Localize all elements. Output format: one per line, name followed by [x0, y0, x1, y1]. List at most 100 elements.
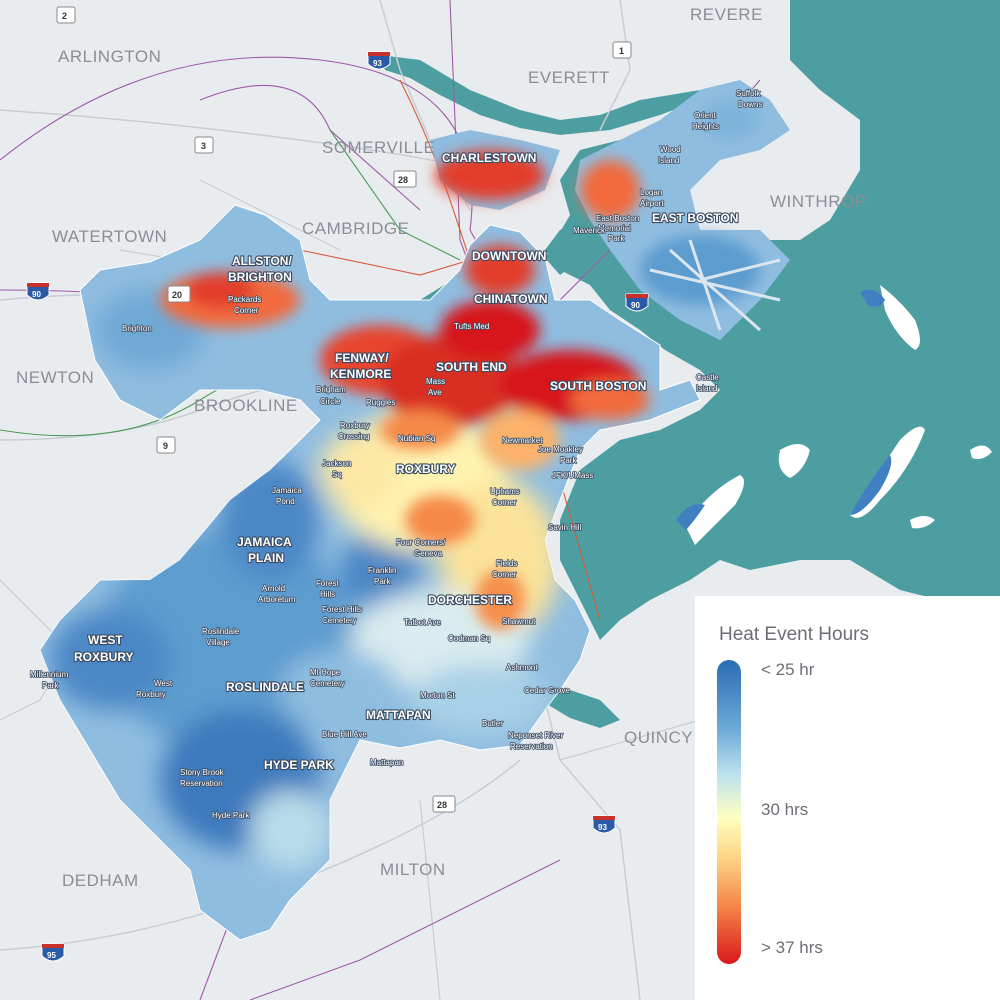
neighborhood-label: PLAIN — [248, 551, 284, 565]
neighborhood-label: ROSLINDALE — [226, 680, 304, 694]
place-label: JFK/UMass — [552, 471, 593, 480]
town-label: WINTHROP — [770, 192, 867, 211]
svg-text:28: 28 — [398, 175, 408, 185]
place-label: Crossing — [338, 432, 370, 441]
place-label: Logan — [640, 188, 662, 197]
neighborhood-label: HYDE PARK — [264, 758, 334, 772]
place-label: Roslindale — [202, 627, 240, 636]
place-label: Mt Hope — [310, 668, 341, 677]
place-label: Cedar Grove — [524, 686, 570, 695]
place-label: Fields — [496, 559, 517, 568]
svg-text:95: 95 — [47, 951, 56, 960]
airport-runways — [649, 239, 781, 332]
place-label: Corner — [234, 306, 259, 315]
place-label: Downs — [738, 100, 762, 109]
island — [685, 475, 744, 545]
place-label: Neponset River — [508, 731, 563, 740]
place-label: Joe Moakley — [538, 445, 583, 454]
place-label: East Boston — [596, 214, 639, 223]
place-label: Codman Sq — [448, 634, 490, 643]
neighborhood-label: EAST BOSTON — [652, 211, 738, 225]
place-label: Arboretum — [258, 595, 296, 604]
place-label: Circle — [320, 397, 341, 406]
neighborhood-label: CHINATOWN — [474, 292, 548, 306]
place-labels: Suffolk Downs Orient Heights Wood Island… — [29, 88, 763, 821]
route-shield: 2 — [56, 6, 76, 24]
place-label: Brighton — [122, 324, 152, 333]
place-label: Jamaica — [272, 486, 302, 495]
neighborhood-label: SOUTH END — [436, 360, 507, 374]
svg-text:2: 2 — [62, 11, 67, 21]
place-label: Park — [608, 234, 625, 243]
place-label: Jackson — [322, 459, 351, 468]
place-label: Park — [374, 577, 391, 586]
island — [880, 285, 920, 350]
place-label: Stony Brook — [180, 768, 225, 777]
island — [778, 444, 810, 478]
place-label: Pond — [276, 497, 295, 506]
place-label: Franklin — [368, 566, 396, 575]
svg-text:93: 93 — [598, 823, 607, 832]
place-label: Reservation — [180, 779, 223, 788]
neighborhood-label: ROXBURY — [74, 650, 134, 664]
route-shield: 28 — [432, 795, 456, 813]
place-label: Suffolk — [736, 89, 761, 98]
neighborhood-label: ROXBURY — [396, 462, 456, 476]
legend-label-high: < 25 hr — [761, 660, 815, 679]
legend-label-low: > 37 hrs — [761, 938, 823, 957]
neighborhood-label: BRIGHTON — [228, 270, 292, 284]
svg-text:93: 93 — [373, 59, 382, 68]
neighborhood-labels: CHARLESTOWN EAST BOSTON DOWNTOWN CHINATO… — [73, 150, 740, 773]
town-label: REVERE — [690, 5, 763, 24]
place-label: Millennium — [30, 670, 69, 679]
place-label: Ashmont — [506, 663, 538, 672]
island — [910, 516, 935, 529]
place-label: Corner — [492, 498, 517, 507]
place-label: Maverick — [573, 226, 606, 235]
island — [676, 504, 705, 530]
place-label: Geneva — [414, 549, 443, 558]
place-label: Island — [658, 156, 679, 165]
place-label: Shawmut — [502, 617, 536, 626]
place-label: Mass — [426, 377, 445, 386]
legend-color-ramp — [717, 660, 741, 964]
neighborhood-label: CHARLESTOWN — [442, 151, 536, 165]
town-label: ARLINGTON — [58, 47, 161, 66]
legend-label-mid: 30 hrs — [761, 800, 809, 819]
town-label: NEWTON — [16, 368, 94, 387]
place-label: Roxbury — [340, 421, 370, 430]
place-label: Savin Hill — [548, 523, 582, 532]
neighborhood-label: SOUTH BOSTON — [550, 379, 646, 393]
place-label: Morton St — [420, 691, 455, 700]
place-label: Airport — [640, 199, 664, 208]
place-label: Island — [696, 384, 717, 393]
neighborhood-label: KENMORE — [330, 367, 391, 381]
place-label: Park — [42, 681, 59, 690]
place-label: Forest — [316, 579, 339, 588]
svg-text:20: 20 — [172, 290, 182, 300]
interstate-shield: 95 — [41, 943, 65, 962]
place-label: Brigham — [316, 385, 346, 394]
place-label: Heights — [692, 122, 719, 131]
mystic-river — [380, 55, 720, 135]
route-shield: 20 — [167, 285, 191, 303]
place-label: Ave — [428, 388, 442, 397]
town-label: CAMBRIDGE — [302, 219, 409, 238]
town-label: QUINCY — [624, 728, 693, 747]
place-label: Uphams — [490, 487, 520, 496]
place-label: Ruggles — [366, 398, 395, 407]
legend-title: Heat Event Hours — [719, 624, 869, 645]
svg-text:1: 1 — [619, 46, 624, 56]
neponset-river — [540, 690, 620, 728]
svg-text:3: 3 — [201, 141, 206, 151]
place-label: Newmarket — [502, 436, 543, 445]
island — [850, 455, 892, 515]
place-label: Village — [206, 638, 230, 647]
island — [860, 289, 885, 307]
place-label: Roxbury — [136, 690, 166, 699]
town-label: SOMERVILLE — [322, 138, 435, 157]
route-shield: 28 — [393, 170, 417, 188]
place-label: Corner — [492, 570, 517, 579]
svg-text:90: 90 — [32, 290, 41, 299]
